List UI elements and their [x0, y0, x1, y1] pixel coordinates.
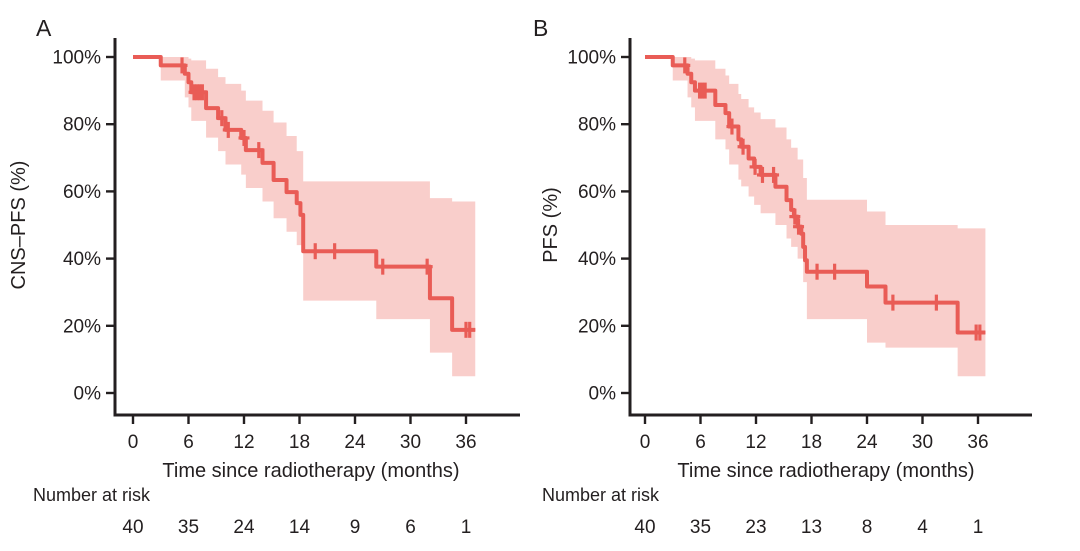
risk-table: Number at risk 40 35 23 13 8 4 1	[542, 485, 983, 538]
y-tick-label: 20%	[578, 316, 616, 337]
x-tick-label: 0	[128, 432, 139, 453]
risk-table-title: Number at risk	[33, 485, 151, 505]
risk-count: 35	[178, 517, 199, 538]
risk-table: Number at risk 40 35 24 14 9 6 1	[33, 485, 471, 538]
y-tick-label: 0%	[589, 384, 617, 405]
y-tick-label: 80%	[63, 115, 101, 136]
x-tick-label: 18	[289, 432, 310, 453]
y-tick-label: 100%	[52, 48, 101, 69]
risk-count: 35	[690, 517, 711, 538]
panel-a: 100% 80% 60% 40% 20% 0% 0 6 12 18 24 30 36 Time since…	[8, 15, 520, 538]
x-tick-label: 24	[344, 432, 366, 453]
risk-count: 6	[405, 517, 416, 538]
risk-count: 40	[634, 517, 655, 538]
x-axis-title: Time since radiotherapy (months)	[162, 460, 459, 482]
y-tick-label: 40%	[578, 249, 616, 270]
y-tick-label: 60%	[63, 182, 101, 203]
x-tick-label: 12	[745, 432, 766, 453]
risk-count: 9	[350, 517, 361, 538]
risk-count: 13	[801, 517, 822, 538]
y-tick-label: 100%	[567, 48, 616, 69]
x-tick-label: 30	[400, 432, 421, 453]
y-tick-label: 20%	[63, 316, 101, 337]
risk-count: 8	[862, 517, 873, 538]
censor-marks	[679, 57, 986, 341]
x-tick-label: 36	[967, 432, 988, 453]
x-tick-label: 30	[912, 432, 933, 453]
risk-count: 1	[461, 517, 472, 538]
x-tick-label: 36	[455, 432, 476, 453]
censor-marks	[176, 57, 476, 338]
x-axis-title: Time since radiotherapy (months)	[677, 460, 974, 482]
y-tick-label: 60%	[578, 182, 616, 203]
risk-count: 40	[122, 517, 143, 538]
panel-label: A	[36, 15, 52, 41]
risk-count: 14	[289, 517, 311, 538]
y-tick-label: 0%	[74, 384, 102, 405]
y-axis-title: PFS (%)	[540, 187, 562, 263]
y-axis-title: CNS–PFS (%)	[8, 161, 30, 290]
y-tick-label: 40%	[63, 249, 101, 270]
risk-count: 23	[745, 517, 766, 538]
x-tick-label: 6	[183, 432, 194, 453]
risk-count: 24	[233, 517, 255, 538]
risk-count: 1	[973, 517, 984, 538]
panel-label: B	[533, 15, 548, 41]
risk-count: 4	[917, 517, 928, 538]
x-tick-label: 12	[233, 432, 254, 453]
x-tick-label: 6	[695, 432, 706, 453]
y-tick-label: 80%	[578, 115, 616, 136]
x-tick-label: 24	[856, 432, 878, 453]
risk-table-title: Number at risk	[542, 485, 660, 505]
confidence-band	[672, 57, 986, 377]
x-tick-label: 18	[801, 432, 822, 453]
x-tick-label: 0	[640, 432, 651, 453]
